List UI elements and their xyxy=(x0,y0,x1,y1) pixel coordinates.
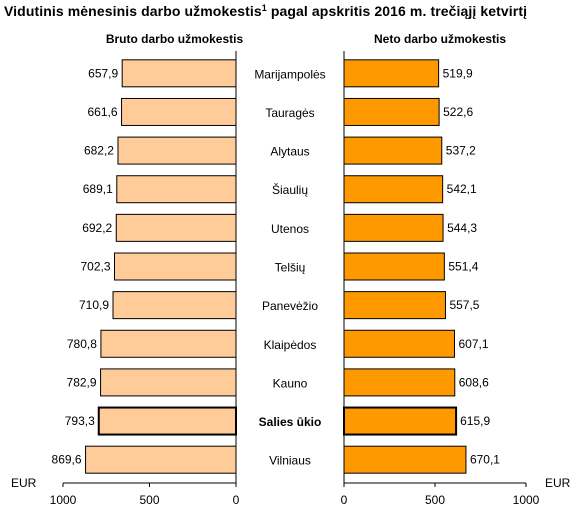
net-value-label: 522,6 xyxy=(443,105,473,119)
gross-value-label: 780,8 xyxy=(67,337,97,351)
net-value-label: 542,1 xyxy=(447,182,477,196)
gross-bar xyxy=(85,445,237,474)
category-label: Alytaus xyxy=(270,145,309,159)
gross-value-label: 702,3 xyxy=(80,260,110,274)
gross-bar xyxy=(112,291,237,320)
left-axis-tick-label: 1000 xyxy=(50,493,77,507)
gross-bar xyxy=(100,368,237,397)
net-bar xyxy=(343,368,456,397)
gross-bar xyxy=(100,329,237,358)
category-label: Marijampolės xyxy=(254,67,325,81)
gross-bar xyxy=(117,136,237,165)
category-label: Vilniaus xyxy=(269,454,311,468)
net-bar xyxy=(343,406,458,436)
net-value-label: 551,4 xyxy=(448,260,478,274)
net-value-label: 557,5 xyxy=(449,298,479,312)
net-bar xyxy=(343,252,445,281)
left-axis-tick-label: 0 xyxy=(233,493,240,507)
right-axis-unit: EUR xyxy=(545,476,571,490)
category-label: Salies ūkio xyxy=(259,415,322,429)
gross-bar xyxy=(97,406,238,436)
net-bar xyxy=(343,97,440,126)
net-bar xyxy=(343,329,455,358)
net-bar xyxy=(343,59,440,88)
chart-title-rest: pagal apskritis 2016 m. trečiąjį ketvirt… xyxy=(266,3,528,19)
right-axis-tick-label: 500 xyxy=(425,493,445,507)
right-series-name: Neto darbo užmokestis xyxy=(374,32,506,46)
gross-value-label: 782,9 xyxy=(67,375,97,389)
gross-bar xyxy=(116,175,237,204)
gross-value-label: 661,6 xyxy=(88,105,118,119)
category-label: Panevėžio xyxy=(262,299,318,313)
net-bar xyxy=(343,445,467,474)
net-bar xyxy=(343,213,444,242)
chart-title-footnote: 1 xyxy=(261,3,267,13)
net-value-label: 607,1 xyxy=(458,337,488,351)
net-value-label: 519,9 xyxy=(443,66,473,80)
gross-value-label: 710,9 xyxy=(79,298,109,312)
gross-value-label: 692,2 xyxy=(82,221,112,235)
left-axis-unit: EUR xyxy=(11,476,37,490)
net-bar xyxy=(343,136,443,165)
category-label: Kauno xyxy=(273,376,308,390)
gross-value-label: 657,9 xyxy=(88,66,118,80)
gross-value-label: 682,2 xyxy=(84,144,114,158)
right-axis-tick-label: 0 xyxy=(341,493,348,507)
chart-title-main: Vidutinis mėnesinis darbo užmokestis xyxy=(4,3,262,19)
gross-bar xyxy=(121,59,237,88)
chart-title: Vidutinis mėnesinis darbo užmokestis1 pa… xyxy=(4,3,527,19)
net-bar xyxy=(343,291,446,320)
gross-bar xyxy=(115,213,237,242)
net-value-label: 544,3 xyxy=(447,221,477,235)
gross-value-label: 793,3 xyxy=(65,414,95,428)
net-value-label: 615,9 xyxy=(460,414,490,428)
net-value-label: 608,6 xyxy=(459,375,489,389)
left-axis-tick-label: 500 xyxy=(139,493,159,507)
left-series-name: Bruto darbo užmokestis xyxy=(106,32,244,46)
category-label: Tauragės xyxy=(265,106,314,120)
net-value-label: 670,1 xyxy=(470,453,500,467)
gross-value-label: 689,1 xyxy=(83,182,113,196)
category-label: Šiaulių xyxy=(272,182,308,197)
net-bar xyxy=(343,175,444,204)
gross-bar xyxy=(114,252,237,281)
category-label: Klaipėdos xyxy=(264,338,317,352)
gross-bar xyxy=(121,97,237,126)
category-label: Utenos xyxy=(271,222,309,236)
right-axis-tick-label: 1000 xyxy=(513,493,540,507)
net-value-label: 537,2 xyxy=(446,144,476,158)
category-label: Telšių xyxy=(275,261,306,275)
gross-value-label: 869,6 xyxy=(52,453,82,467)
